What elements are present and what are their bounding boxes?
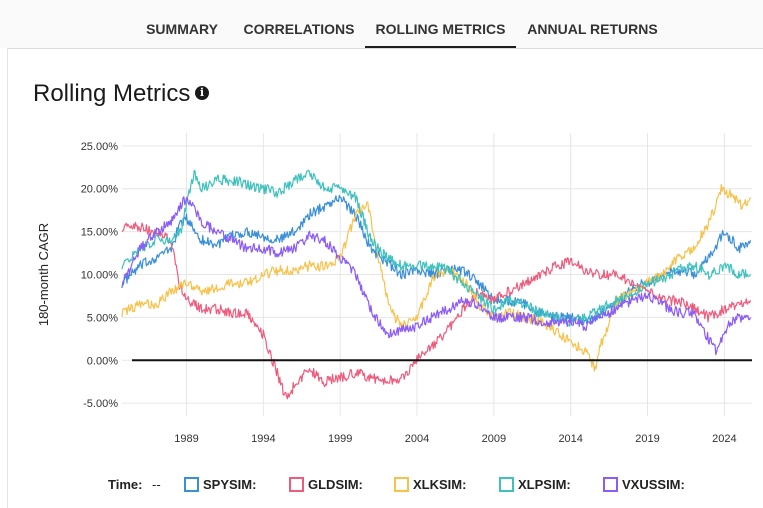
legend-label-xlpsim: XLPSIM:	[518, 477, 571, 492]
legend-label-xlksim: XLKSIM:	[413, 477, 467, 492]
x-tick-label: 2019	[635, 433, 659, 445]
legend-swatch-xlpsim[interactable]	[499, 477, 514, 492]
y-tick-label: 25.00%	[81, 141, 119, 153]
y-tick-label: 20.00%	[81, 184, 119, 196]
series-line-spysim	[121, 194, 752, 326]
legend-time-label: Time:	[108, 477, 143, 492]
rolling-cagr-chart: -5.00% 0.00% 5.00% 10.00% 15.00% 20.00% 25.00%…	[36, 133, 752, 445]
x-tick-label: 2024	[712, 433, 736, 445]
x-tick-label: 2009	[482, 433, 506, 445]
y-tick-label: 5.00%	[87, 312, 118, 324]
legend-swatch-gldsim[interactable]	[289, 477, 304, 492]
tab-correlations[interactable]: CORRELATIONS	[243, 21, 355, 37]
legend-time-value: --	[152, 477, 161, 492]
legend-swatch-vxussim[interactable]	[603, 477, 618, 492]
y-tick-label: -5.00%	[83, 398, 118, 410]
y-axis-label: 180-month CAGR	[36, 223, 51, 326]
legend-label-spysim: SPYSIM:	[203, 477, 257, 492]
y-tick-label: 15.00%	[81, 227, 119, 239]
legend-swatch-spysim[interactable]	[184, 477, 199, 492]
tab-summary[interactable]: SUMMARY	[146, 21, 218, 37]
series-line-gldsim	[121, 221, 752, 400]
series-line-xlpsim	[121, 169, 752, 327]
y-tick-label: 10.00%	[81, 270, 119, 282]
x-tick-label: 1999	[328, 433, 352, 445]
chart-legend: Time: -- SPYSIM: GLDSIM: XLKSIM: XLPSIM:…	[0, 474, 763, 496]
series-line-vxussim	[121, 196, 752, 356]
content-panel	[7, 48, 763, 508]
y-tick-label: 0.00%	[87, 355, 118, 367]
tab-rolling-metrics[interactable]: ROLLING METRICS	[365, 0, 516, 48]
info-circle-icon[interactable]: i	[195, 86, 209, 100]
legend-swatch-xlksim[interactable]	[394, 477, 409, 492]
tab-bar: SUMMARY CORRELATIONS ROLLING METRICS ANN…	[0, 0, 763, 48]
x-tick-label: 1994	[251, 433, 275, 445]
x-tick-label: 2004	[405, 433, 429, 445]
page-title: Rolling Metrics	[33, 80, 191, 107]
legend-label-gldsim: GLDSIM:	[308, 477, 363, 492]
x-tick-label: 1989	[174, 433, 198, 445]
x-tick-label: 2014	[558, 433, 582, 445]
tab-annual-returns[interactable]: ANNUAL RETURNS	[527, 21, 658, 37]
legend-label-vxussim: VXUSSIM:	[622, 477, 685, 492]
